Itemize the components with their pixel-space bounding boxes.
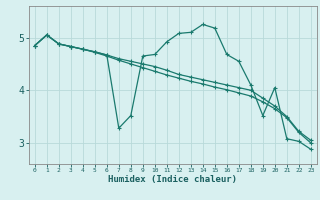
X-axis label: Humidex (Indice chaleur): Humidex (Indice chaleur) [108,175,237,184]
